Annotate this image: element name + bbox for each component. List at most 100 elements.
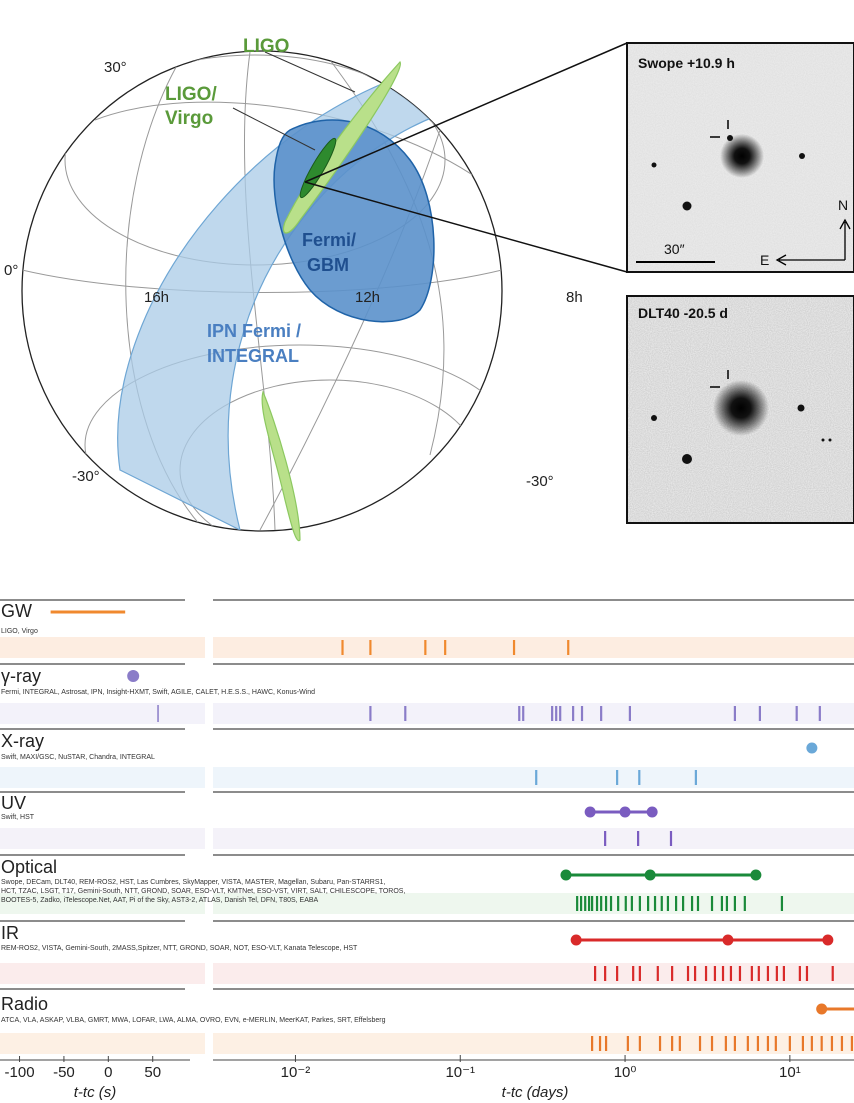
instrument-list: Swift, MAXI/GSC, NuSTAR, Chandra, INTEGR…: [1, 754, 155, 761]
instrument-list: REM-ROS2, VISTA, Gemini-South, 2MASS,Spi…: [1, 945, 358, 952]
detection: [816, 1003, 828, 1015]
band: [0, 637, 205, 658]
compass-n: N: [838, 197, 848, 213]
ligo-label: LIGO: [243, 36, 289, 57]
star: [799, 153, 805, 159]
x-tick-label: 10⁰: [614, 1064, 637, 1081]
instrument-list: HCT, TZAC, LSGT, T17, Gemini-South, NTT,…: [1, 888, 405, 895]
instrument-list: BOOTES-5, Zadko, iTelescope.Net, AAT, Pi…: [1, 897, 319, 904]
star: [727, 135, 733, 141]
fermi-label: Fermi/: [302, 230, 356, 250]
instrument-list: Swift, HST: [1, 814, 35, 821]
grid-lat: [84, 344, 502, 531]
grid-equator: [22, 269, 502, 293]
detection: [644, 869, 656, 881]
ligo-region-south: [261, 390, 301, 542]
detection: [127, 670, 140, 682]
grid-label: 12h: [355, 289, 380, 306]
inset-title: DLT40 -20.5 d: [638, 305, 728, 321]
detection: [750, 869, 762, 881]
sky-map: 30° 0° -30° 16h 12h 8h -30° LIGO LIGO/ V…: [4, 36, 628, 542]
zoom-line: [304, 181, 628, 273]
ligo-virgo-label: Virgo: [165, 108, 213, 129]
galaxy: [720, 134, 764, 178]
ipn-label: IPN Fermi /: [207, 321, 301, 341]
x-tick-label: 10⁻²: [281, 1064, 311, 1081]
row-title: γ-ray: [1, 666, 41, 686]
row-title: GW: [1, 601, 32, 621]
grid-label: 16h: [144, 289, 169, 306]
pointer: [232, 107, 316, 151]
band: [213, 637, 854, 658]
instrument-list: Swope, DECam, DLT40, REM-ROS2, HST, Las …: [1, 879, 385, 886]
compass-e: E: [760, 252, 769, 268]
x-tick-label: 10⁻¹: [445, 1064, 475, 1081]
detection: [570, 934, 582, 946]
grid-label: 30°: [104, 59, 127, 76]
band: [0, 1033, 205, 1054]
inset-frame: [626, 42, 854, 273]
star: [651, 162, 657, 168]
grid-label: -30°: [526, 473, 554, 490]
detection: [560, 869, 572, 881]
star: [797, 404, 805, 412]
row-title: UV: [1, 793, 26, 813]
star: [682, 201, 692, 211]
ipn-band: [117, 54, 502, 531]
x-tick-label: -50: [53, 1064, 75, 1081]
band: [0, 767, 205, 788]
inset-title: Swope +10.9 h: [638, 55, 735, 71]
detection: [822, 934, 834, 946]
band: [213, 963, 854, 984]
fermi-label: GBM: [307, 255, 349, 275]
band: [213, 767, 854, 788]
detection: [806, 742, 818, 754]
star: [821, 438, 825, 442]
ipn-label: INTEGRAL: [207, 346, 299, 366]
inset-frame: [626, 295, 854, 524]
band: [213, 1033, 854, 1054]
instrument-list: Fermi, INTEGRAL, Astrosat, IPN, Insight-…: [1, 689, 315, 696]
scale-label: 30″: [664, 241, 685, 257]
detection: [646, 806, 658, 818]
star: [682, 454, 692, 464]
inset-swope: Swope +10.9 h 30″ N E: [626, 42, 854, 273]
band: [0, 893, 205, 914]
x-tick-label: 0: [104, 1064, 112, 1081]
band: [213, 828, 854, 849]
row-title: IR: [1, 923, 19, 943]
ligo-region: [282, 61, 401, 234]
x-tick-label: 10¹: [779, 1064, 801, 1081]
row-title: Radio: [1, 994, 48, 1014]
band: [0, 828, 205, 849]
grid-label: 0°: [4, 262, 18, 279]
compass: [775, 218, 851, 266]
instrument-list: LIGO, Virgo: [1, 628, 38, 635]
instrument-list: ATCA, VLA, ASKAP, VLBA, GMRT, MWA, LOFAR…: [1, 1017, 386, 1024]
grid-label: -30°: [72, 468, 100, 485]
grid-label: 8h: [566, 289, 583, 306]
band: [0, 703, 205, 724]
row-title: X-ray: [1, 731, 44, 751]
pointer: [264, 51, 356, 93]
detection: [722, 934, 734, 946]
galaxy: [713, 380, 769, 436]
band: [0, 963, 205, 984]
star: [651, 415, 657, 421]
row-title: Optical: [1, 857, 57, 877]
band: [213, 703, 854, 724]
star: [828, 438, 832, 442]
detection: [584, 806, 596, 818]
band: [213, 893, 854, 914]
ligo-virgo-label: LIGO/: [165, 84, 217, 105]
inset-dlt40: DLT40 -20.5 d: [626, 295, 854, 524]
zoom-line: [304, 42, 628, 183]
detection: [619, 806, 631, 818]
x-tick-label: -100: [5, 1064, 35, 1081]
timeline: t-tc (s) t-tc (days) GW LIGO, Virgo γ-ray F…: [0, 599, 854, 1101]
x-tick-label: 50: [144, 1064, 161, 1081]
grid-meridian: [94, 101, 481, 181]
x-axis-label: t-tc (s): [74, 1084, 117, 1101]
x-axis-label: t-tc (days): [502, 1084, 569, 1101]
